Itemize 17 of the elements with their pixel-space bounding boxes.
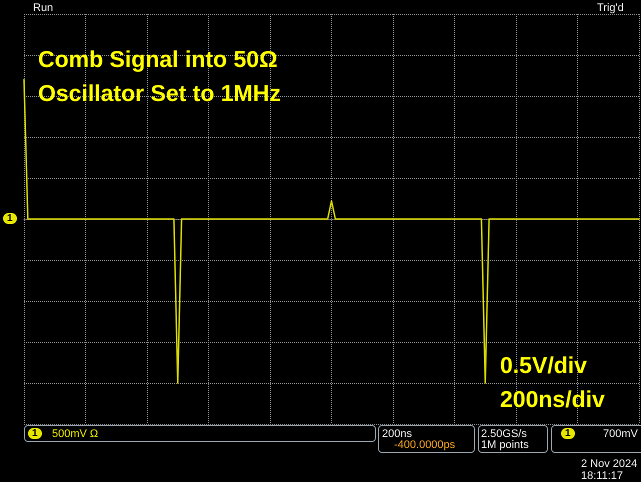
text: 1 [3, 213, 17, 224]
text: Trig'd [597, 2, 624, 14]
text: Run [33, 2, 54, 14]
text: 2.50GS/s [481, 428, 527, 440]
text: 200ns/div [500, 386, 605, 412]
text: 700mV [603, 428, 638, 440]
text: 1M points [481, 439, 529, 451]
text: -400.0000ps [394, 439, 456, 451]
text: 500mV Ω [52, 428, 98, 440]
text: 1 [561, 428, 575, 439]
text: 2 Nov 2024 [581, 458, 638, 470]
text: 18:11:17 [581, 470, 624, 482]
annotation: 0.5V/div [500, 352, 587, 378]
text: 1 [28, 428, 42, 439]
chart-title: Comb Signal into 50Ω [38, 46, 278, 72]
chart-subtitle: Oscillator Set to 1MHz [38, 80, 281, 106]
text: 200ns [382, 428, 412, 440]
